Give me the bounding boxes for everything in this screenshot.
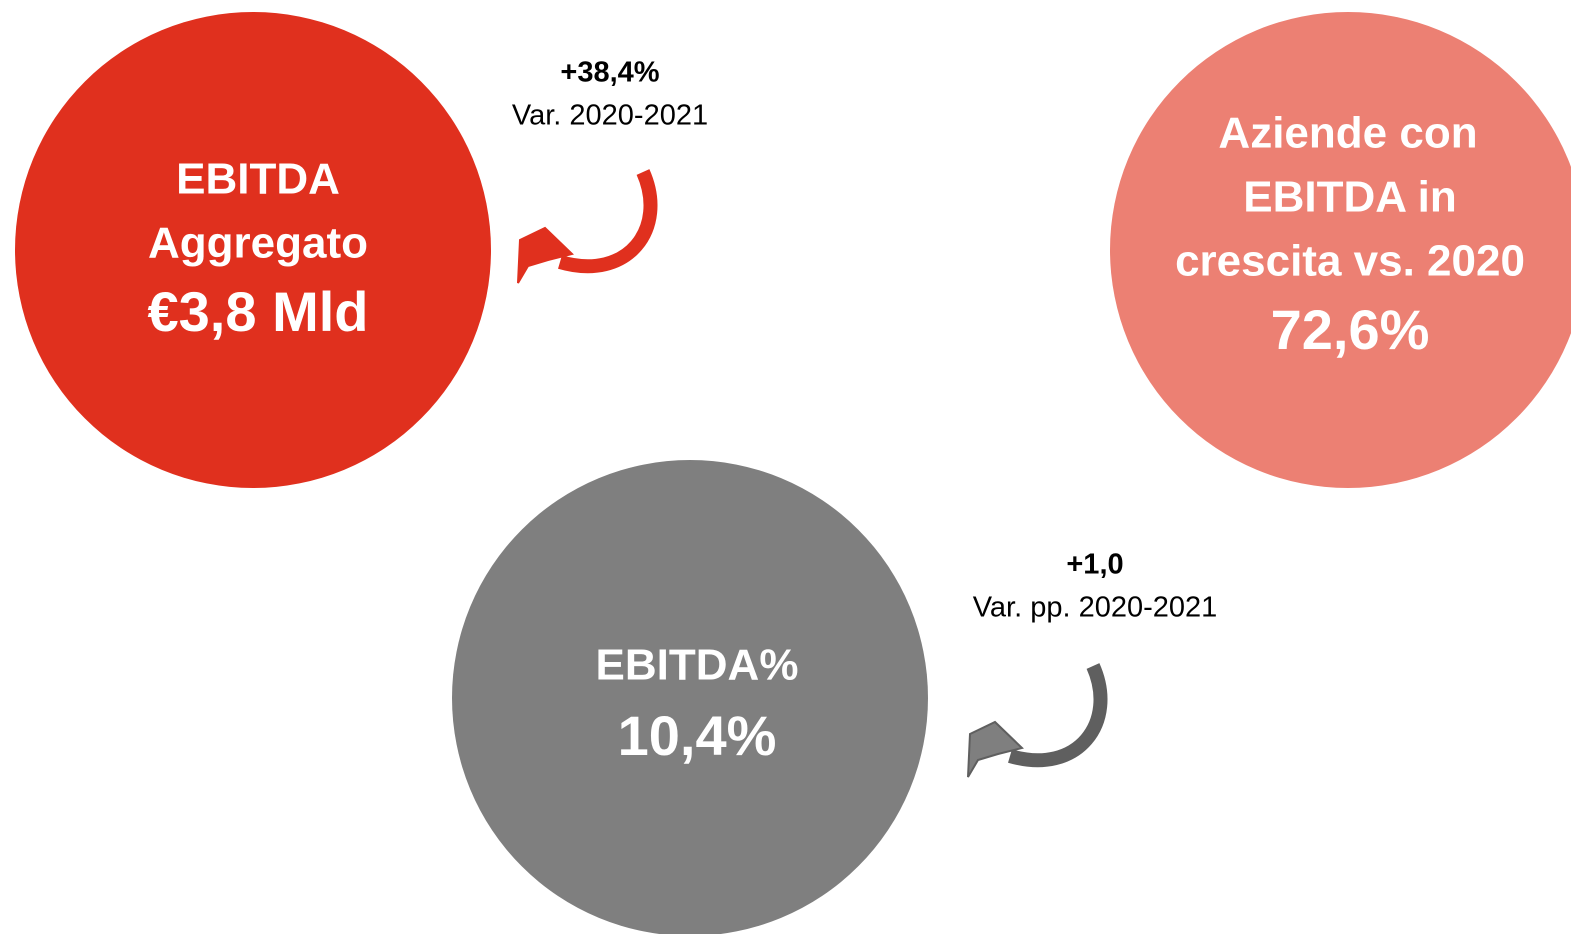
circle-line: Aziende con: [1218, 109, 1477, 158]
circle-value: 72,6%: [1271, 298, 1430, 361]
change-label: Var. 2020-2021: [512, 100, 708, 132]
circle-line: EBITDA: [176, 155, 340, 204]
circle-value: €3,8 Mld: [148, 280, 369, 343]
circle-growth: [1110, 12, 1571, 488]
circle-line: crescita vs. 2020: [1175, 237, 1525, 286]
circle-ebitda: [15, 12, 491, 488]
circle-value: 10,4%: [618, 704, 777, 767]
change-value: +1,0: [1066, 549, 1123, 581]
circle-line: EBITDA in: [1243, 173, 1456, 222]
change-label: Var. pp. 2020-2021: [973, 592, 1218, 624]
arrow: [968, 666, 1100, 777]
arrow: [518, 172, 650, 283]
circle-margin: [452, 460, 928, 934]
change-value: +38,4%: [560, 57, 659, 89]
circle-line: Aggregato: [148, 219, 368, 268]
circle-line: EBITDA%: [596, 641, 799, 690]
